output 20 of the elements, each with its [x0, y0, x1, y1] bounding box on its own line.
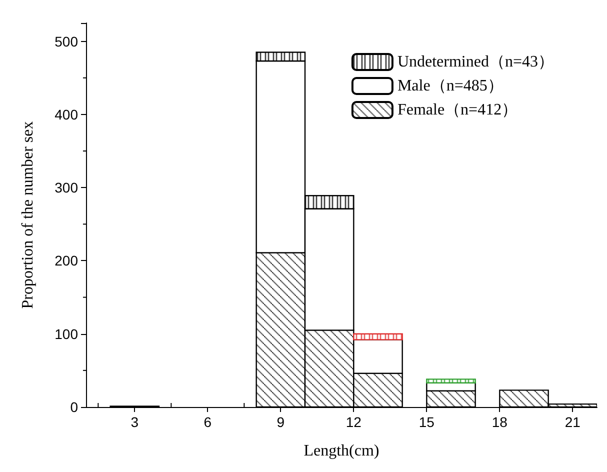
- y-tick-label: 500: [54, 33, 78, 50]
- y-tick-label: 100: [54, 326, 78, 342]
- x-tick-label: 18: [492, 414, 508, 430]
- bar: [426, 378, 476, 384]
- x-tick-label: 21: [564, 414, 581, 430]
- y-tick-label: 400: [54, 106, 78, 122]
- y-axis-title: Proportion of the number sex: [20, 121, 36, 309]
- y-tick-label: 200: [54, 252, 78, 269]
- legend-label: Male（n=485）: [397, 78, 504, 94]
- y-tick-label: 300: [54, 180, 78, 196]
- legend-label: Female（n=412）: [397, 102, 518, 118]
- y-tick-label: 0: [70, 399, 78, 415]
- x-axis-title: Length(cm): [304, 442, 380, 460]
- x-tick-label: 9: [276, 414, 285, 430]
- x-tick-label: 15: [418, 414, 435, 430]
- legend-label: Undetermined（n=43）: [397, 54, 554, 70]
- bar: [353, 333, 403, 340]
- x-tick-label: 3: [130, 414, 139, 430]
- x-tick-label: 12: [346, 414, 362, 430]
- x-tick-label: 6: [204, 414, 212, 430]
